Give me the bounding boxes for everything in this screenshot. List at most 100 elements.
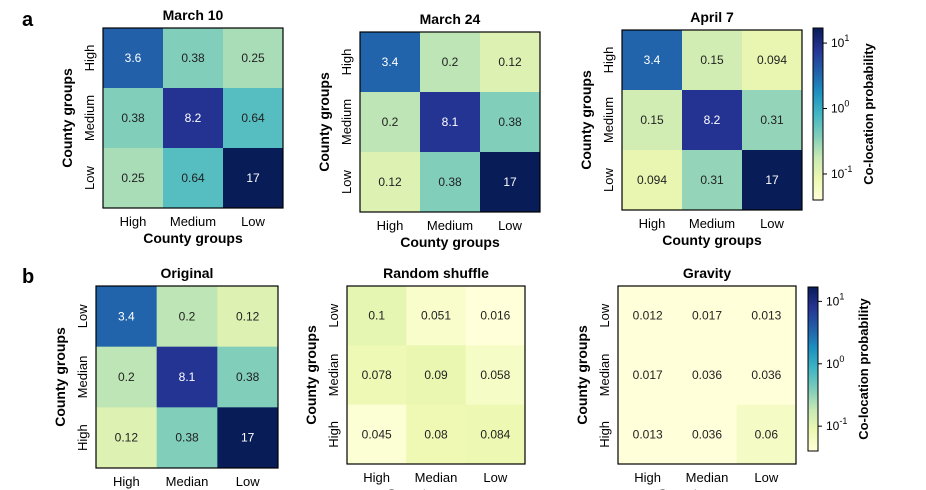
heatmap-cell (360, 32, 421, 93)
heatmap-cell (736, 404, 797, 465)
cell-label: 0.15 (700, 53, 724, 67)
heatmap-cell (96, 346, 158, 408)
heatmap-cell (156, 286, 218, 348)
cell-label: 0.2 (118, 370, 135, 384)
chart-title-march-24: March 24 (420, 11, 481, 27)
y-axis-label: County groups (303, 325, 319, 425)
y-tick-label: Medium (601, 97, 616, 143)
heatmap-gravity: Gravity 0.012 0.017 0.013 0.017 0.036 0.036 0.0… (574, 265, 797, 490)
heatmaps: March 10 3.6 0.38 0.25 0.38 8.2 0.64 0.25 0.64 17… (52, 7, 803, 490)
heatmap-cell (163, 88, 224, 149)
cell-label: 0.64 (181, 171, 205, 185)
heatmap-cell (223, 148, 284, 209)
heatmap-cell (618, 286, 678, 346)
x-tick-label: High (120, 214, 147, 229)
cell-label: 0.08 (424, 427, 448, 441)
y-axis-label: County groups (578, 70, 594, 170)
cell-label: 3.4 (382, 55, 399, 69)
heatmap-cell (103, 148, 164, 209)
y-tick-label: High (326, 421, 341, 448)
cell-label: 0.64 (241, 111, 265, 125)
heatmap-cell (465, 286, 526, 346)
heatmap-frame (621, 29, 803, 211)
heatmap-cell (223, 28, 284, 89)
cell-label: 0.017 (633, 368, 663, 382)
panel-letter-b: b (22, 266, 34, 288)
heatmap-cell (677, 345, 738, 406)
y-tick-label: Medium (82, 95, 97, 141)
cell-label: 0.12 (115, 431, 139, 445)
heatmap-cell (347, 404, 407, 465)
heatmap-frame (346, 285, 526, 465)
y-axis-label: County groups (52, 327, 68, 427)
cell-label: 0.051 (421, 309, 451, 323)
x-tick-label: Medium (427, 218, 473, 233)
x-tick-label: High (363, 470, 390, 485)
cell-label: 0.31 (700, 173, 724, 187)
cell-label: 0.036 (692, 427, 722, 441)
cell-label: 0.013 (751, 309, 781, 323)
cell-label: 17 (503, 175, 517, 189)
cell-label: 0.013 (633, 427, 663, 441)
heatmap-cell (406, 286, 467, 346)
y-tick-label: Low (82, 165, 97, 189)
heatmap-frame (102, 27, 284, 209)
colorbar-tick-label: 10-1 (826, 416, 847, 433)
cell-label: 0.016 (480, 309, 510, 323)
heatmap-cell (736, 286, 797, 346)
colorbar-tick-label: 101 (831, 33, 849, 50)
cell-label: 8.2 (185, 111, 202, 125)
y-axis-label: County groups (59, 68, 75, 168)
cell-label: 0.036 (751, 368, 781, 382)
cell-label: 0.25 (241, 51, 265, 65)
y-tick-label: High (75, 424, 90, 451)
y-tick-label: Medium (339, 99, 354, 145)
heatmap-cell (420, 32, 481, 93)
x-tick-label: Medium (170, 214, 216, 229)
cell-label: 0.38 (121, 111, 145, 125)
cell-label: 0.036 (692, 368, 722, 382)
heatmap-cell (223, 88, 284, 149)
cell-label: 0.12 (236, 309, 260, 323)
heatmap-cell (465, 345, 526, 406)
colorbar-gradient (807, 286, 819, 452)
cell-label: 0.09 (424, 368, 448, 382)
x-tick-label: High (639, 216, 666, 231)
cell-label: 0.15 (640, 113, 664, 127)
y-axis-label: County groups (574, 325, 590, 425)
heatmap-cell (217, 346, 279, 408)
y-tick-label: Low (75, 304, 90, 328)
heatmap-cell (103, 88, 164, 149)
cell-label: 3.6 (125, 51, 142, 65)
x-tick-label: Low (754, 470, 778, 485)
x-axis-label: County groups (386, 486, 486, 490)
cell-label: 0.2 (179, 309, 196, 323)
cell-label: 0.017 (692, 309, 722, 323)
chart-title-march-10: March 10 (163, 7, 224, 23)
y-tick-label: High (82, 45, 97, 72)
cell-label: 8.1 (442, 115, 459, 129)
chart-title-original: Original (161, 265, 214, 281)
y-tick-label: Low (597, 303, 612, 327)
heatmap-frame (95, 285, 279, 469)
heatmap-cell (682, 90, 743, 151)
y-tick-label: Median (597, 354, 612, 397)
cell-label: 0.25 (121, 171, 145, 185)
colorbar-bottom: 101 100 10-1 Co-location probability (807, 286, 871, 452)
heatmap-march-24: March 24 3.4 0.2 0.12 0.2 8.1 0.38 0.12 0.38 17 Hi… (316, 11, 541, 250)
panel-letter-a: a (22, 9, 34, 31)
cell-label: 0.094 (757, 53, 787, 67)
x-tick-label: Medium (689, 216, 735, 231)
x-tick-label: Low (241, 214, 265, 229)
colorbar-tick-label: 101 (826, 291, 844, 308)
cell-label: 0.1 (368, 309, 385, 323)
heatmap-cell (420, 92, 481, 153)
heatmap-random-shuffle: Random shuffle 0.1 0.051 0.016 0.078 0.09 0.05… (303, 265, 526, 490)
heatmap-cell (682, 150, 743, 211)
heatmap-cell (217, 286, 279, 348)
chart-title-random-shuffle: Random shuffle (383, 265, 489, 281)
heatmap-cell (96, 286, 158, 348)
x-tick-label: Median (415, 470, 458, 485)
heatmap-cell (736, 345, 797, 406)
heatmap-cell (677, 286, 738, 346)
